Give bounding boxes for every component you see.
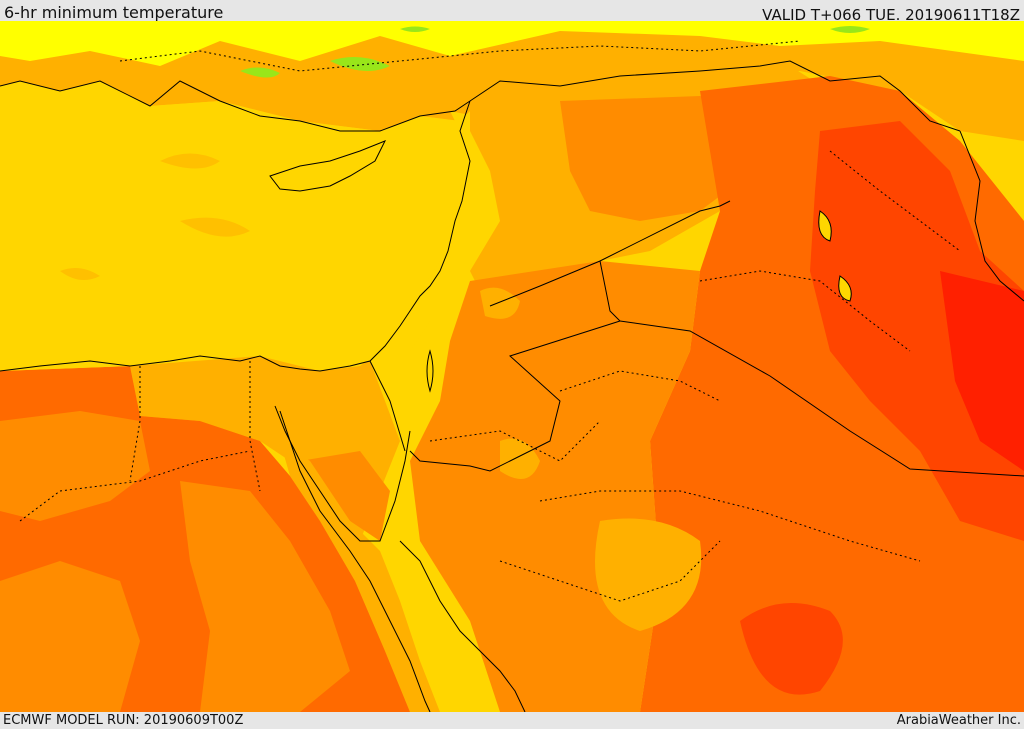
iraq-hot-core <box>810 121 1024 541</box>
internal-boundaries <box>19 40 961 602</box>
red-sea-field <box>280 441 440 712</box>
model-run-label: ECMWF MODEL RUN: 20190609T00Z <box>3 713 244 728</box>
country-borders <box>369 60 1024 477</box>
egypt-south-field <box>0 561 140 712</box>
sinai-south-field <box>300 451 390 541</box>
anatolia-cool-band <box>0 21 1024 66</box>
egypt-north-field <box>0 411 150 521</box>
saudi-hot-patch <box>740 603 843 695</box>
light-orange-patches <box>480 287 702 631</box>
inland-lakes <box>426 210 852 393</box>
header-bar: 6-hr minimum temperature VALID T+066 TUE… <box>0 0 1024 24</box>
valid-time-label: VALID T+066 TUE. 20190611T18Z <box>762 6 1020 24</box>
map-title: 6-hr minimum temperature <box>4 3 224 22</box>
hottest-zone <box>940 271 1024 471</box>
map-svg <box>0 21 1024 712</box>
nile-valley-field <box>180 481 350 712</box>
credit-label: ArabiaWeather Inc. <box>896 713 1021 728</box>
footer-bar: ECMWF MODEL RUN: 20190609T00Z ArabiaWeat… <box>0 712 1024 729</box>
temperature-map <box>0 21 1024 712</box>
